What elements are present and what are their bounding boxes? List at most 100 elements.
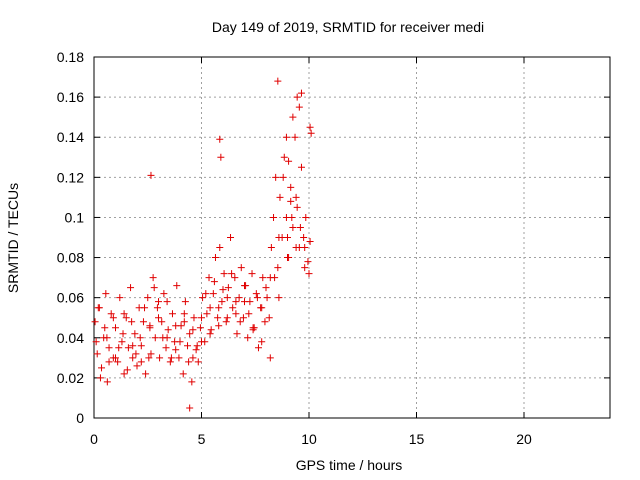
data-point [146,322,154,330]
data-point [267,244,275,252]
x-tick-label: 0 [90,431,98,447]
data-point [270,213,278,221]
data-point [215,304,223,312]
data-point [180,318,188,326]
data-point [112,324,119,332]
data-point [196,324,204,332]
data-point [274,77,282,85]
data-point [261,318,269,326]
data-point [193,342,201,350]
y-tick-label: 0.04 [57,330,84,346]
data-point [109,314,117,322]
data-point [192,346,200,354]
data-point [168,310,176,318]
data-point [287,183,295,191]
data-point [101,324,109,332]
y-tick-label: 0.1 [65,209,85,225]
data-point [163,334,171,342]
data-point [233,330,241,338]
y-tick-labels: 0 0.02 0.04 0.06 0.08 0.1 0.12 0.14 0.16 0.18 [57,49,84,426]
data-point [265,314,273,322]
data-point [127,284,135,292]
data-point [158,318,166,326]
data-point [92,338,100,346]
data-point [220,270,228,278]
y-tick-label: 0.14 [57,129,84,145]
x-tick-label: 20 [516,431,532,447]
data-point [194,358,202,366]
data-point [254,344,262,352]
plot-frame [93,56,611,419]
data-point [167,354,175,362]
data-point [214,314,222,322]
data-point [198,338,205,346]
data-point [302,213,310,221]
data-point [129,342,137,350]
data-point [207,326,215,334]
data-point [274,264,282,272]
data-point [223,314,231,322]
data-point [236,318,244,326]
data-point [137,342,145,350]
data-point [305,270,313,278]
data-point [218,298,226,306]
data-point [229,304,237,312]
data-point [172,322,180,330]
data-point [219,286,227,294]
data-point [103,378,111,386]
data-point [206,330,214,338]
data-point [253,294,261,302]
y-tick-label: 0.18 [57,49,84,65]
data-point [141,304,149,312]
data-point [160,290,168,298]
data-point [209,290,217,298]
data-point [172,346,180,354]
x-axis-label: GPS time / hours [296,457,403,473]
data-point [252,290,260,298]
data-point [301,264,309,272]
data-point [96,374,104,382]
data-point [124,344,132,352]
data-point [223,294,231,302]
data-point [188,378,196,386]
chart-title: Day 149 of 2019, SRMTID for receiver med… [212,19,484,35]
data-point [224,284,232,292]
data-point [123,366,131,374]
data-point [293,93,301,101]
data-point [215,322,223,330]
data-point [162,344,170,352]
data-point [93,350,101,358]
x-tick-label: 15 [409,431,425,447]
data-point [147,171,155,179]
data-point [155,298,162,306]
data-point [119,330,127,338]
data-point [112,354,119,362]
data-point [149,274,157,282]
data-point [248,270,256,278]
data-point [289,223,297,231]
data-point [132,350,140,358]
data-point [186,404,194,412]
data-point [203,310,211,318]
data-point [272,173,280,181]
data-point [231,274,239,282]
data-point [153,304,161,312]
data-point [103,334,111,342]
data-point [184,342,192,350]
data-point [307,129,315,137]
data-point [306,238,314,246]
data-point [266,354,274,362]
data-points [91,77,315,412]
data-point [216,244,224,252]
data-point [136,334,144,342]
data-point [222,318,230,326]
data-point [128,318,136,326]
data-point [144,294,152,302]
data-point [173,282,181,290]
data-point [105,358,113,366]
data-point [301,244,309,252]
data-point [227,234,235,241]
y-tick-label: 0.12 [57,169,84,185]
data-point [284,234,291,241]
